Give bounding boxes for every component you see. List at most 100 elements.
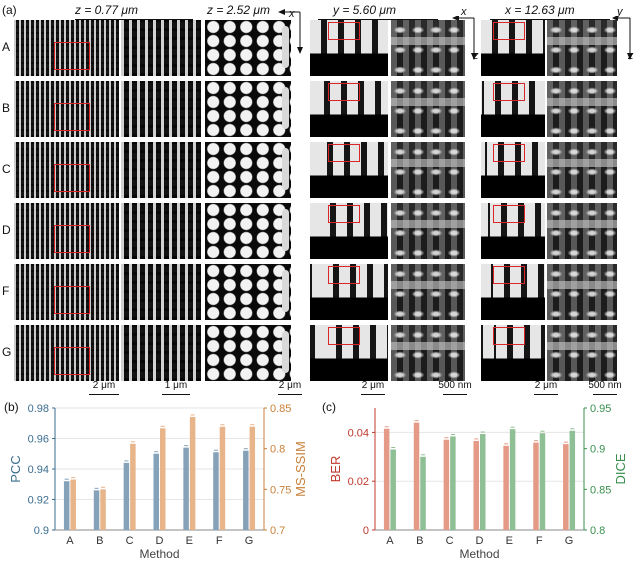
panel-label-b: (b) <box>4 400 19 414</box>
right-tick-label: 0.95 <box>590 403 611 415</box>
x-axis-label: Method <box>459 547 499 561</box>
bar-ber <box>503 445 509 530</box>
zoom-region-box <box>493 83 525 101</box>
zoom-region-box <box>54 286 90 314</box>
image-tile <box>121 325 201 381</box>
image-tile <box>481 325 545 381</box>
orientation-axes-yz <box>612 16 633 60</box>
axis-label-y3: y <box>617 6 623 18</box>
right-tick-label: 0.7 <box>270 525 285 537</box>
bar-ber <box>383 428 390 530</box>
image-tile <box>481 142 545 198</box>
zoom-region-box <box>328 205 360 223</box>
zoom-region-box <box>493 327 525 345</box>
x-tick-label: C <box>126 535 134 547</box>
bar-dice <box>390 449 396 530</box>
right-tick-label: 0.8 <box>270 444 285 456</box>
bar-pcc <box>183 447 189 530</box>
image-tile <box>310 20 388 76</box>
left-tick-label: 0.04 <box>348 427 369 439</box>
x-tick-label: B <box>96 535 103 547</box>
scalebar-2 <box>162 394 190 395</box>
image-tile <box>14 325 119 381</box>
image-tile <box>391 81 465 137</box>
zoom-region-box <box>54 225 90 253</box>
left-tick-label: 0.96 <box>28 434 49 446</box>
bar-pcc <box>213 452 219 530</box>
bar-ms-ssim <box>189 416 196 530</box>
scalebar-label-2: 1 μm <box>164 380 188 391</box>
left-tick-label: 0.94 <box>28 464 49 476</box>
zoom-region-box <box>54 103 90 131</box>
zoom-region-box <box>328 22 360 40</box>
bar-ber <box>563 444 569 530</box>
zoom-region-box <box>54 164 90 192</box>
right-tick-label: 0.9 <box>590 444 605 456</box>
x-tick-label: A <box>386 535 394 547</box>
x-tick-label: A <box>66 535 74 547</box>
zoom-region-box <box>54 347 90 375</box>
scalebar-5 <box>443 394 467 395</box>
orientation-axes-xz <box>452 16 477 60</box>
row-label: A <box>2 40 11 54</box>
image-tile <box>121 264 201 320</box>
pillar-shape <box>282 87 289 129</box>
bar-ms-ssim <box>249 426 256 530</box>
chart-pcc-msssim: 0.9 0.92 0.94 0.96 0.98 0.7 0.75 0.8 0.85 A B C D E F G… <box>8 403 308 561</box>
image-tile <box>205 81 291 137</box>
pillar-shape <box>282 270 289 312</box>
scalebar-label-5: 500 nm <box>438 380 472 391</box>
orientation-axes-xy <box>278 9 303 54</box>
image-tile <box>310 81 388 137</box>
image-tile <box>310 203 388 259</box>
x-tick-label: E <box>186 535 193 547</box>
x-tick-label: D <box>156 535 164 547</box>
bar-pcc <box>153 453 159 530</box>
scalebar-3 <box>278 394 302 395</box>
right-tick-label: 0.8 <box>590 525 605 537</box>
image-tile <box>547 81 617 137</box>
image-tile <box>205 325 291 381</box>
section-rule-y560 <box>318 19 438 20</box>
image-tile <box>481 203 545 259</box>
y-axis-label-left: BER <box>328 456 343 483</box>
y-axis-label-right: MS-SSIM <box>293 441 308 497</box>
zoom-region-box <box>493 205 525 223</box>
zoom-region-box <box>493 22 525 40</box>
bar-ber <box>473 440 479 530</box>
x-tick-label: C <box>446 535 454 547</box>
row-label: G <box>2 345 12 359</box>
bar-ms-ssim <box>130 443 136 530</box>
chart-ber-dice: 0 0.02 0.04 0.8 0.85 0.9 0.95 A B C D E F G Method BER D… <box>328 403 628 561</box>
pillar-shape <box>282 209 289 251</box>
bar-pcc <box>123 462 130 530</box>
section-title-z077: z = 0.77 μm <box>75 3 138 17</box>
scalebar-label-6: 2 μm <box>534 380 558 391</box>
x-tick-label: G <box>565 535 574 547</box>
bar-dice <box>539 433 546 530</box>
image-tile <box>481 264 545 320</box>
zoom-region-box <box>328 327 360 345</box>
image-tile <box>391 325 465 381</box>
image-tile <box>547 142 617 198</box>
image-tile <box>547 20 617 76</box>
scalebar-label-3: 2 μm <box>278 380 302 391</box>
pillar-shape <box>282 148 289 190</box>
image-tile <box>391 142 465 198</box>
bar-dice <box>509 429 516 530</box>
bar-dice <box>480 434 486 530</box>
image-tile <box>14 142 119 198</box>
image-tile <box>391 20 465 76</box>
zoom-region-box <box>54 42 90 70</box>
image-tile <box>547 203 617 259</box>
section-rule-z077 <box>75 19 193 20</box>
image-tile <box>205 203 291 259</box>
image-tile <box>310 264 388 320</box>
image-tile <box>391 203 465 259</box>
left-tick-label: 0.9 <box>34 525 49 537</box>
zoom-region-box <box>328 266 360 284</box>
scalebar-label-4: 2 μm <box>361 380 385 391</box>
image-tile <box>14 264 119 320</box>
bar-pcc <box>93 490 100 530</box>
bar-ms-ssim <box>219 426 226 530</box>
